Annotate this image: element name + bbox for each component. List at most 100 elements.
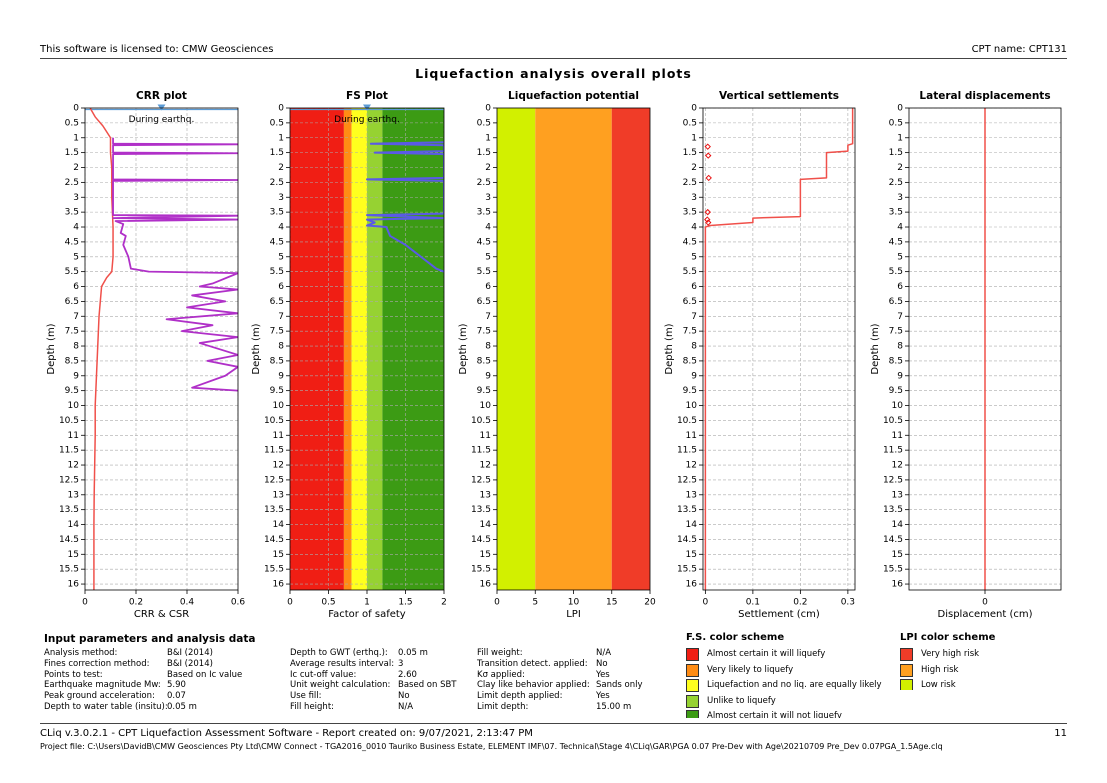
y-tick-label: 14.5 — [59, 535, 79, 545]
y-tick-label: 1.5 — [889, 148, 903, 158]
y-tick-label: 9 — [278, 371, 284, 381]
annotation: During earthq. — [129, 115, 195, 125]
y-tick-label: 15 — [68, 550, 79, 560]
y-tick-label: 2 — [691, 163, 697, 173]
y-axis-label: Depth (m) — [46, 323, 57, 374]
y-tick-label: 15.5 — [59, 565, 79, 575]
scheme-label: Very high risk — [921, 649, 980, 659]
x-axis-label: Factor of safety — [328, 609, 406, 620]
y-tick-label: 13 — [686, 490, 697, 500]
lpi-scheme-title: LPI color scheme — [900, 632, 996, 643]
y-tick-label: 0 — [485, 104, 491, 114]
y-tick-label: 8 — [278, 342, 284, 352]
profile-line — [704, 108, 854, 590]
y-tick-label: 11 — [480, 431, 491, 441]
y-axis-label: Depth (m) — [870, 323, 881, 374]
param-value: Based on Ic value — [167, 669, 243, 680]
y-tick-label: 4.5 — [683, 237, 697, 247]
y-tick-label: 12 — [892, 461, 903, 471]
param-label: Limit depth: — [477, 702, 529, 712]
y-tick-label: 15 — [892, 550, 903, 560]
y-tick-label: 13 — [68, 490, 79, 500]
lpi-scheme: Very high risk High risk Low risk — [900, 648, 1050, 690]
x-tick-label: 10 — [568, 598, 580, 608]
y-tick-label: 3 — [73, 193, 79, 203]
y-tick-label: 12 — [68, 461, 79, 471]
y-tick-label: 10 — [273, 401, 285, 411]
y-tick-label: 5 — [691, 252, 697, 262]
y-tick-label: 15.5 — [264, 565, 284, 575]
y-tick-label: 11.5 — [883, 446, 903, 456]
y-tick-label: 8.5 — [889, 356, 903, 366]
y-tick-label: 1 — [897, 133, 903, 143]
y-tick-label: 10 — [480, 401, 492, 411]
y-tick-label: 1.5 — [65, 148, 79, 158]
y-axis-label: Depth (m) — [664, 323, 675, 374]
y-tick-label: 6 — [73, 282, 79, 292]
y-tick-label: 8.5 — [270, 356, 284, 366]
y-tick-label: 6.5 — [477, 297, 491, 307]
y-tick-label: 11.5 — [59, 446, 79, 456]
plot-title: CRR plot — [136, 90, 187, 102]
param-label: Fill height: — [290, 702, 335, 712]
plot-title: Vertical settlements — [719, 90, 839, 102]
y-tick-label: 2.5 — [65, 178, 79, 188]
y-tick-label: 2 — [278, 163, 284, 173]
y-tick-label: 2 — [897, 163, 903, 173]
y-tick-label: 14.5 — [264, 535, 284, 545]
footer-rule — [40, 723, 1067, 724]
y-tick-label: 3 — [485, 193, 491, 203]
y-tick-label: 6 — [691, 282, 697, 292]
y-tick-label: 4.5 — [65, 237, 79, 247]
y-tick-label: 0 — [691, 104, 697, 114]
band — [535, 108, 612, 590]
y-tick-label: 3.5 — [683, 208, 697, 218]
y-tick-label: 10.5 — [677, 416, 697, 426]
x-tick-label: 20 — [644, 598, 656, 608]
y-tick-label: 12.5 — [471, 475, 491, 485]
y-tick-label: 13 — [480, 490, 491, 500]
plot-title: FS Plot — [346, 90, 388, 102]
y-tick-label: 11 — [68, 431, 79, 441]
y-tick-label: 5.5 — [889, 267, 903, 277]
y-tick-label: 9.5 — [65, 386, 79, 396]
param-value: B&I (2014) — [167, 658, 213, 669]
y-tick-label: 0.5 — [683, 118, 697, 128]
cpt-name: CPT name: CPT131 — [971, 44, 1067, 55]
color-swatch — [900, 663, 913, 677]
band — [367, 108, 383, 590]
y-tick-label: 2.5 — [683, 178, 697, 188]
y-tick-label: 6 — [485, 282, 491, 292]
y-tick-label: 9 — [897, 371, 903, 381]
marker — [704, 143, 711, 150]
y-tick-label: 7.5 — [889, 327, 903, 337]
marker — [705, 174, 712, 182]
scheme-label: Very likely to liquefy — [707, 664, 794, 675]
y-tick-label: 2.5 — [477, 178, 491, 188]
y-tick-label: 16 — [480, 580, 492, 590]
y-tick-label: 10 — [892, 401, 904, 411]
y-tick-label: 10.5 — [59, 416, 79, 426]
x-tick-label: 1 — [364, 598, 370, 608]
y-tick-label: 4 — [73, 223, 79, 233]
y-tick-label: 10.5 — [471, 416, 491, 426]
y-tick-label: 13 — [273, 490, 284, 500]
y-tick-label: 4.5 — [889, 237, 903, 247]
x-tick-label: 0.2 — [129, 598, 143, 608]
y-tick-label: 5.5 — [65, 267, 79, 277]
y-tick-label: 14 — [892, 520, 904, 530]
y-tick-label: 16 — [686, 580, 698, 590]
y-tick-label: 5 — [897, 252, 903, 262]
y-tick-label: 10 — [68, 401, 80, 411]
y-tick-label: 5.5 — [270, 267, 284, 277]
y-tick-label: 11.5 — [264, 446, 284, 456]
y-tick-label: 12.5 — [264, 475, 284, 485]
y-tick-label: 4 — [691, 223, 697, 233]
y-tick-label: 14.5 — [677, 535, 697, 545]
y-tick-label: 11 — [686, 431, 697, 441]
param-label: Earthquake magnitude Mw: — [44, 680, 161, 691]
param-label: Fill weight: — [477, 648, 523, 658]
y-tick-label: 12 — [273, 461, 284, 471]
y-tick-label: 4.5 — [270, 237, 284, 247]
plot — [85, 108, 238, 590]
